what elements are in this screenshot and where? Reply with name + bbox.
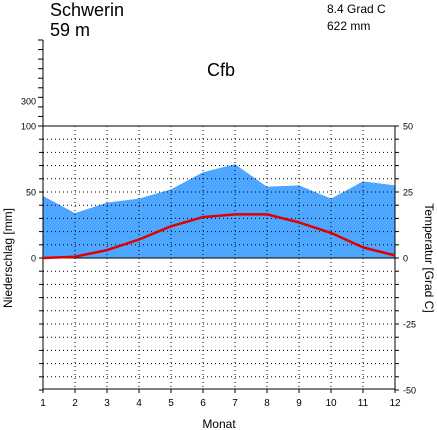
left-tick-label: 300 [21,97,36,107]
precipitation-area [43,164,395,258]
station-name: Schwerin [50,0,125,20]
x-tick-label: 6 [200,398,206,409]
x-tick-label: 8 [264,398,270,409]
x-tick-label: 11 [358,398,369,409]
temperature-line-layer [42,213,396,260]
right-tick-label: -50 [403,386,416,396]
right-tick-label: 25 [403,188,413,198]
left-tick-label: 50 [26,188,36,198]
right-axis-label: Temperatur [Grad C] [422,203,436,312]
climate-classification: Cfb [207,60,236,80]
left-axis-label: Niederschlag [mm] [1,208,15,308]
annual-precipitation: 622 mm [327,19,371,33]
x-tick-label: 12 [389,398,401,409]
x-tick-label: 2 [72,398,78,409]
left-tick-label: 0 [31,254,36,264]
annual-mean-temperature: 8.4 Grad C [327,2,386,16]
x-tick-label: 4 [136,398,142,409]
x-tick-label: 10 [325,398,337,409]
axes-layer [38,39,399,393]
x-tick-label: 7 [232,398,238,409]
right-tick-label: 50 [403,122,413,132]
x-axis-label: Monat [202,417,236,430]
right-tick-label: 0 [403,254,408,264]
precipitation-area-layer [43,164,395,258]
x-tick-label: 5 [168,398,174,409]
x-tick-label: 1 [40,398,46,409]
temperature-line [42,213,396,260]
grid-layer [43,126,395,389]
x-tick-label: 9 [296,398,302,409]
left-tick-label: 100 [21,122,36,132]
station-elevation: 59 m [50,20,91,40]
x-tick-label: 3 [104,398,110,409]
right-tick-label: -25 [403,320,416,330]
